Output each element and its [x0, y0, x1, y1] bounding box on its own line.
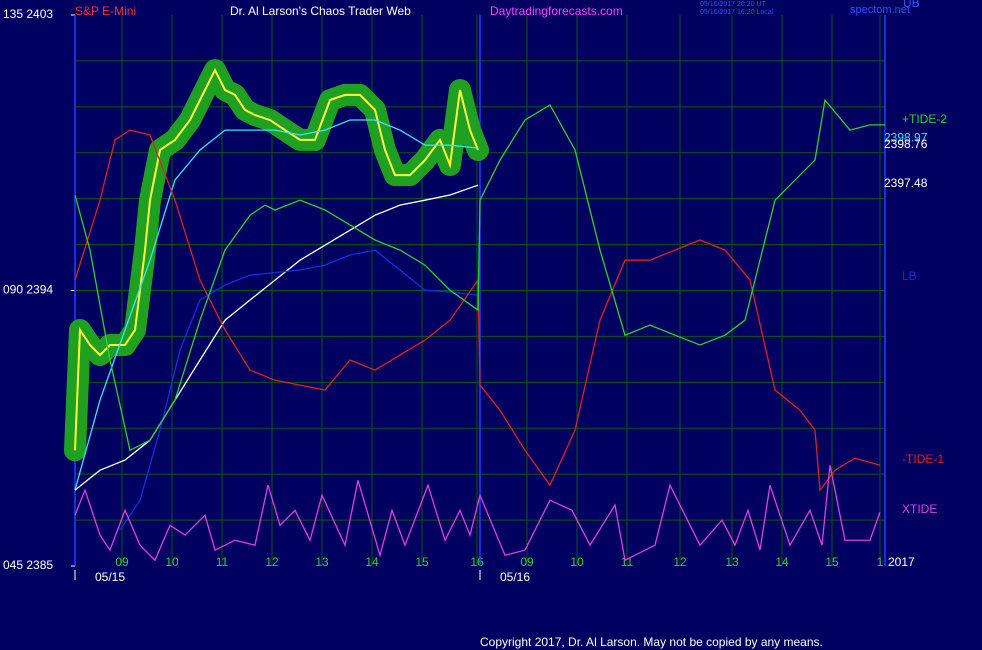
- x-tick-label: 12: [265, 555, 279, 569]
- series-line: [74, 129, 881, 492]
- x-tick-label: 1: [877, 555, 884, 569]
- ub-label: UB: [903, 0, 920, 10]
- x-tick-label: 13: [725, 555, 739, 569]
- timestamp: 05/16/2017 20:20 UT: [700, 1, 766, 8]
- copyright: Copyright 2017, Dr. Al Larson. May not b…: [480, 635, 823, 649]
- series-line: [74, 119, 479, 491]
- site: Daytradingforecasts.com: [490, 4, 623, 18]
- x-tick-label: 10: [570, 555, 584, 569]
- corner-label: spectom.net: [850, 4, 910, 16]
- last-value: 2397.48: [884, 176, 928, 190]
- last-value: 2398.76: [884, 137, 928, 151]
- x-tick-label: 16: [470, 555, 484, 569]
- x-tick-label: 14: [365, 555, 379, 569]
- x-tick-label: 11: [216, 555, 229, 569]
- y-tick-label: 045 2385: [3, 558, 53, 572]
- date-label: 05/16: [500, 570, 530, 584]
- legend-label: +TIDE-2: [902, 112, 947, 126]
- legend-label: -TIDE-1: [902, 452, 944, 466]
- year-label: 2017: [888, 555, 915, 569]
- y-tick-label: 090 2394: [3, 283, 53, 297]
- last-value: 2398.97: [884, 131, 928, 145]
- series-line: [74, 184, 479, 491]
- instrument: S&P E-Mini: [75, 4, 136, 18]
- date-label: 05/15: [95, 570, 125, 584]
- chart-title: Dr. Al Larson's Chaos Trader Web: [230, 4, 411, 18]
- y-tick-label: 135 2403: [3, 7, 53, 21]
- x-tick-label: 09: [115, 555, 129, 569]
- series-line: [74, 98, 885, 452]
- x-tick-label: 15: [415, 555, 429, 569]
- x-tick-label: 11: [621, 555, 634, 569]
- x-tick-label: 12: [673, 555, 687, 569]
- x-tick-label: 14: [775, 555, 789, 569]
- legend-label: LB: [902, 269, 917, 283]
- x-tick-label: 15: [825, 555, 839, 569]
- x-tick-label: 13: [315, 555, 329, 569]
- series-line: [74, 67, 479, 451]
- series-line: [74, 465, 881, 562]
- timestamp: 05/16/2017 16:20 Local: [700, 9, 774, 16]
- legend-label: XTIDE: [902, 502, 937, 516]
- series-line: [119, 249, 479, 531]
- x-tick-label: 10: [165, 555, 179, 569]
- x-tick-label: 09: [520, 555, 534, 569]
